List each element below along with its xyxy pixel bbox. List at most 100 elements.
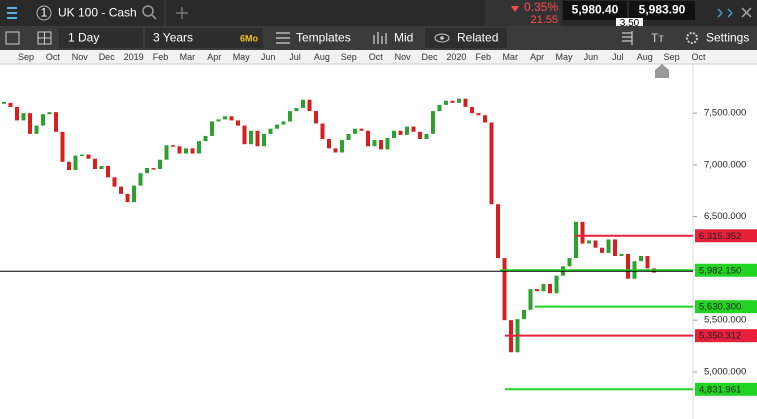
expand-icon[interactable] — [717, 8, 733, 18]
candle — [587, 240, 591, 244]
candle — [346, 133, 351, 141]
candle — [385, 138, 390, 150]
candle — [470, 106, 474, 114]
candle — [307, 99, 312, 112]
candle — [138, 173, 143, 186]
price-level-label: 4,831.961 — [699, 384, 741, 395]
candle — [463, 98, 468, 107]
candle — [333, 148, 338, 153]
date-marker — [655, 64, 669, 78]
price-type-icon — [373, 32, 387, 44]
range-badge: 6Mo — [240, 33, 259, 43]
candle — [255, 130, 260, 147]
time-axis — [0, 50, 757, 64]
price-level-tag — [695, 300, 757, 314]
buy-button[interactable] — [629, 1, 695, 20]
candle — [645, 255, 650, 269]
change-points: 21.55 — [530, 14, 558, 26]
candle — [619, 253, 624, 256]
sell-button[interactable] — [563, 1, 627, 20]
price-level-label: 6,315.352 — [699, 231, 741, 242]
candle — [184, 148, 188, 154]
text-size-icon[interactable]: Tт — [651, 31, 664, 45]
candle — [249, 130, 253, 145]
y-tick-label: 7,000.000 — [704, 159, 746, 170]
spread-box — [616, 18, 643, 29]
price-level-tag — [695, 329, 757, 343]
candle — [262, 133, 266, 147]
candle — [593, 240, 598, 248]
candle — [372, 140, 377, 147]
close-icon[interactable] — [741, 7, 752, 18]
price-level-tag — [695, 382, 757, 396]
candle — [80, 154, 84, 157]
month-label: May — [555, 52, 573, 62]
candle — [554, 275, 559, 294]
month-label: May — [233, 52, 251, 62]
candle — [47, 112, 52, 115]
candle — [8, 102, 13, 107]
candle — [28, 113, 32, 134]
candle — [483, 115, 487, 123]
price-type[interactable]: Mid — [394, 31, 413, 45]
candle — [431, 111, 435, 134]
draw-icon[interactable] — [622, 31, 633, 45]
range-select[interactable] — [145, 28, 263, 48]
instrument-name[interactable]: UK 100 - Cash — [58, 6, 137, 20]
candle — [541, 283, 546, 292]
add-tab[interactable] — [176, 7, 188, 19]
month-label: Nov — [72, 52, 89, 62]
candle — [405, 126, 409, 135]
candle — [73, 155, 78, 171]
candle — [21, 113, 26, 121]
month-label: Sep — [18, 52, 34, 62]
candle — [34, 125, 39, 134]
eye-icon — [434, 33, 450, 43]
spread: 3.50 — [620, 18, 640, 29]
candle — [99, 165, 104, 170]
candle — [203, 135, 208, 142]
month-label: Sep — [341, 52, 357, 62]
price-level-label: 5,350.312 — [699, 331, 741, 342]
candle — [320, 123, 325, 140]
candle — [314, 111, 318, 124]
candle — [275, 124, 279, 129]
candle — [236, 120, 240, 126]
candle — [15, 106, 19, 121]
candle — [489, 122, 494, 205]
candle — [242, 125, 247, 145]
templates-button[interactable]: Templates — [296, 31, 351, 45]
candle — [119, 186, 123, 194]
candle — [437, 104, 442, 112]
candle — [106, 165, 110, 178]
candle — [580, 221, 585, 244]
month-label: Sep — [664, 52, 680, 62]
tab-circle — [36, 5, 52, 21]
candle — [132, 185, 136, 203]
candle — [125, 193, 130, 203]
search-icon[interactable] — [142, 5, 154, 17]
candle — [223, 116, 227, 120]
interval-select[interactable] — [59, 28, 143, 48]
list-icon[interactable] — [5, 31, 20, 45]
candle — [528, 289, 533, 310]
candle — [177, 146, 182, 154]
settings-button[interactable]: Settings — [706, 31, 749, 45]
candle — [535, 289, 539, 292]
candle — [353, 128, 357, 134]
month-label: Dec — [99, 52, 116, 62]
buy-price: 5,983.90 — [639, 3, 686, 17]
down-arrow — [511, 6, 519, 12]
candle — [359, 128, 364, 131]
month-label: Jul — [612, 52, 624, 62]
price-level-tag — [695, 263, 757, 277]
month-label: Mar — [180, 52, 196, 62]
price-level-label: 5,982.150 — [699, 265, 741, 276]
candle — [112, 177, 117, 187]
sell-price: 5,980.40 — [572, 3, 619, 17]
candle — [158, 159, 162, 170]
related-select[interactable] — [425, 28, 507, 48]
tab-number: 1 — [41, 6, 48, 20]
